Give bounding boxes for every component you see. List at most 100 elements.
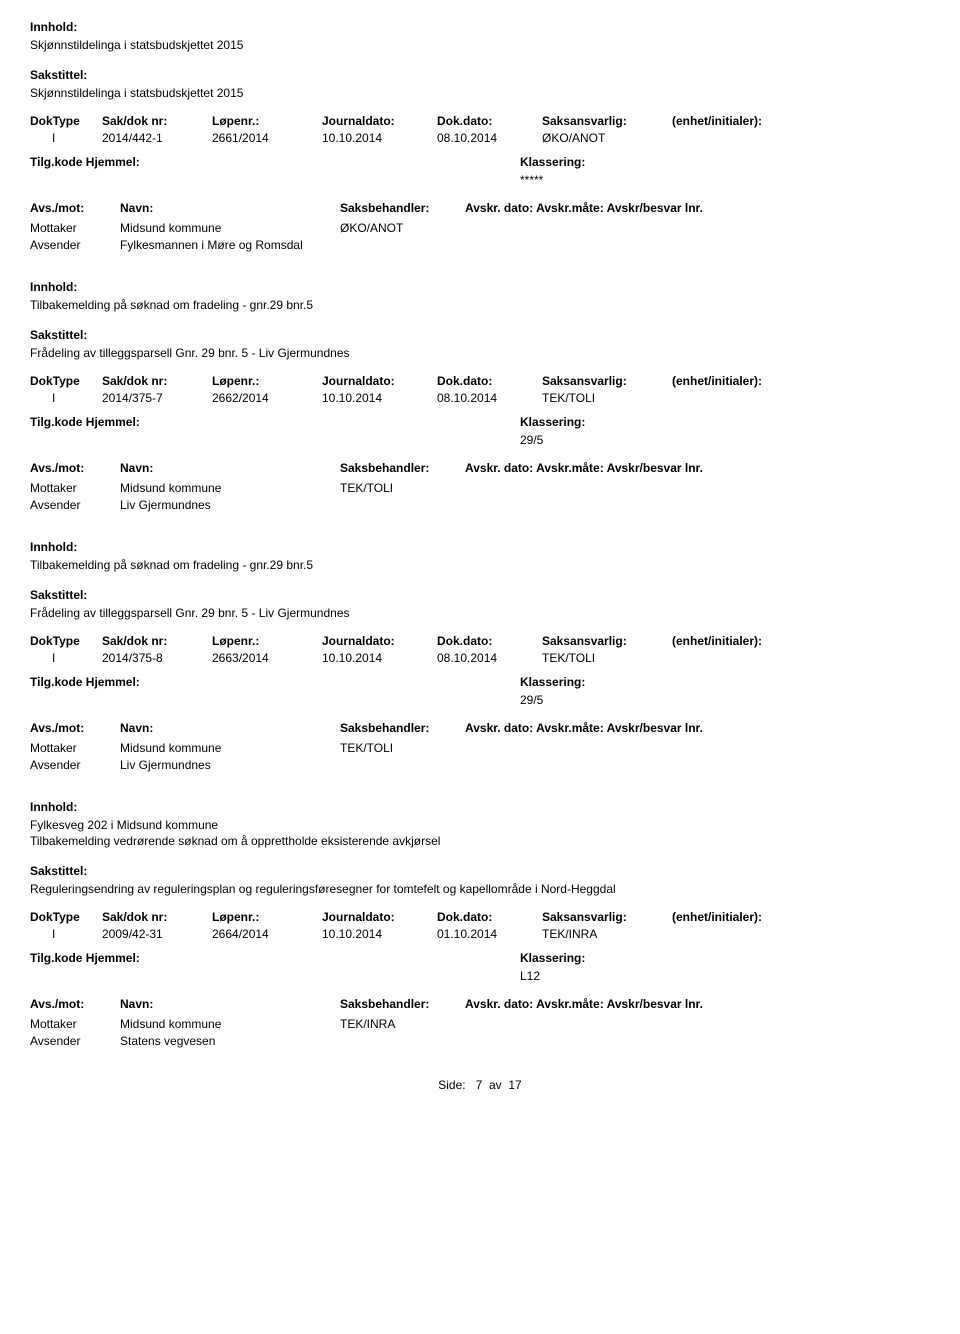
tilg-klassering-row: Tilg.kode Hjemmel:Klassering: xyxy=(30,951,930,965)
sakstittel-text: Reguleringsendring av reguleringsplan og… xyxy=(30,882,930,896)
enhet-value xyxy=(672,131,822,145)
enhet-header: (enhet/initialer): xyxy=(672,910,822,924)
mottaker-row: MottakerMidsund kommuneTEK/TOLI xyxy=(30,481,930,495)
tilg-klassering-row: Tilg.kode Hjemmel:Klassering: xyxy=(30,155,930,169)
sakdok-header: Sak/dok nr: xyxy=(102,374,212,388)
doktype-header: DokType xyxy=(30,374,102,388)
lopenr-header: Løpenr.: xyxy=(212,374,322,388)
avsender-role: Avsender xyxy=(30,758,120,772)
enhet-header: (enhet/initialer): xyxy=(672,114,822,128)
sakstittel-text: Skjønnstildelinga i statsbudskjettet 201… xyxy=(30,86,930,100)
enhet-value xyxy=(672,651,822,665)
lopenr-header: Løpenr.: xyxy=(212,910,322,924)
enhet-header: (enhet/initialer): xyxy=(672,374,822,388)
lopenr-value: 2661/2014 xyxy=(212,131,322,145)
avsender-name: Liv Gjermundnes xyxy=(120,758,340,772)
journal-record: Innhold:Fylkesveg 202 i Midsund kommuneT… xyxy=(30,800,930,1048)
mottaker-row: MottakerMidsund kommuneØKO/ANOT xyxy=(30,221,930,235)
dokdato-value: 01.10.2014 xyxy=(437,927,542,941)
meta-value-row: I2014/375-72662/201410.10.201408.10.2014… xyxy=(30,391,930,405)
journaldato-value: 10.10.2014 xyxy=(322,927,437,941)
avsmot-header-row: Avs./mot:Navn:Saksbehandler:Avskr. dato:… xyxy=(30,997,930,1011)
innhold-label: Innhold: xyxy=(30,20,930,34)
saksansvarlig-value: TEK/INRA xyxy=(542,927,672,941)
meta-value-row: I2009/42-312664/201410.10.201401.10.2014… xyxy=(30,927,930,941)
saksbehandler-value: TEK/INRA xyxy=(340,1017,465,1031)
journaldato-header: Journaldato: xyxy=(322,910,437,924)
av-label: av xyxy=(489,1078,502,1092)
lopenr-value: 2662/2014 xyxy=(212,391,322,405)
dokdato-header: Dok.dato: xyxy=(437,374,542,388)
navn-label: Navn: xyxy=(120,461,340,475)
lopenr-header: Løpenr.: xyxy=(212,114,322,128)
klassering-value: L12 xyxy=(520,969,930,983)
doktype-value: I xyxy=(30,131,102,145)
innhold-text: Tilbakemelding vedrørende søknad om å op… xyxy=(30,834,930,848)
tilgkode-hjemmel-label: Tilg.kode Hjemmel: xyxy=(30,951,520,965)
meta-header-row: DokTypeSak/dok nr:Løpenr.:Journaldato:Do… xyxy=(30,910,930,924)
avskr-label: Avskr. dato: Avskr.måte: Avskr/besvar ln… xyxy=(465,461,705,475)
mottaker-row: MottakerMidsund kommuneTEK/TOLI xyxy=(30,741,930,755)
tilgkode-hjemmel-label: Tilg.kode Hjemmel: xyxy=(30,675,520,689)
side-label: Side: xyxy=(438,1078,465,1092)
avskr-label: Avskr. dato: Avskr.måte: Avskr/besvar ln… xyxy=(465,721,705,735)
saksbehandler-label: Saksbehandler: xyxy=(340,461,465,475)
lopenr-header: Løpenr.: xyxy=(212,634,322,648)
meta-header-row: DokTypeSak/dok nr:Løpenr.:Journaldato:Do… xyxy=(30,374,930,388)
saksansvarlig-header: Saksansvarlig: xyxy=(542,910,672,924)
sakstittel-label: Sakstittel: xyxy=(30,588,930,602)
avsender-name: Statens vegvesen xyxy=(120,1034,340,1048)
enhet-value xyxy=(672,391,822,405)
mottaker-role: Mottaker xyxy=(30,1017,120,1031)
tilg-klassering-row: Tilg.kode Hjemmel:Klassering: xyxy=(30,415,930,429)
sakstittel-text: Frådeling av tilleggsparsell Gnr. 29 bnr… xyxy=(30,346,930,360)
journal-record: Innhold:Tilbakemelding på søknad om frad… xyxy=(30,280,930,512)
avsmot-label: Avs./mot: xyxy=(30,997,120,1011)
sakstittel-text: Frådeling av tilleggsparsell Gnr. 29 bnr… xyxy=(30,606,930,620)
avsmot-header-row: Avs./mot:Navn:Saksbehandler:Avskr. dato:… xyxy=(30,201,930,215)
saksansvarlig-value: ØKO/ANOT xyxy=(542,131,672,145)
dokdato-value: 08.10.2014 xyxy=(437,651,542,665)
journal-record: Innhold: Skjønnstildelinga i statsbudskje… xyxy=(30,20,930,252)
mottaker-role: Mottaker xyxy=(30,221,120,235)
mottaker-name: Midsund kommune xyxy=(120,481,340,495)
records-container: Innhold: Skjønnstildelinga i statsbudskje… xyxy=(30,20,930,1048)
dokdato-header: Dok.dato: xyxy=(437,634,542,648)
mottaker-name: Midsund kommune xyxy=(120,741,340,755)
dokdato-header: Dok.dato: xyxy=(437,910,542,924)
meta-header-row: DokTypeSak/dok nr:Løpenr.:Journaldato:Do… xyxy=(30,114,930,128)
mottaker-name: Midsund kommune xyxy=(120,1017,340,1031)
avskr-label: Avskr. dato: Avskr.måte: Avskr/besvar ln… xyxy=(465,201,705,215)
sakdok-value: 2014/375-8 xyxy=(102,651,212,665)
mottaker-name: Midsund kommune xyxy=(120,221,340,235)
doktype-value: I xyxy=(30,651,102,665)
total-pages: 17 xyxy=(508,1078,521,1092)
page-footer: Side: 7 av 17 xyxy=(30,1078,930,1092)
avsender-row: AvsenderLiv Gjermundnes xyxy=(30,498,930,512)
dokdato-header: Dok.dato: xyxy=(437,114,542,128)
journaldato-header: Journaldato: xyxy=(322,374,437,388)
doktype-value: I xyxy=(30,391,102,405)
doktype-header: DokType xyxy=(30,114,102,128)
tilg-klassering-row: Tilg.kode Hjemmel:Klassering: xyxy=(30,675,930,689)
saksbehandler-value: TEK/TOLI xyxy=(340,481,465,495)
saksansvarlig-value: TEK/TOLI xyxy=(542,391,672,405)
saksansvarlig-value: TEK/TOLI xyxy=(542,651,672,665)
avsender-name: Fylkesmannen i Møre og Romsdal xyxy=(120,238,340,252)
sakdok-header: Sak/dok nr: xyxy=(102,634,212,648)
innhold-text: Tilbakemelding på søknad om fradeling - … xyxy=(30,298,930,312)
dokdato-value: 08.10.2014 xyxy=(437,391,542,405)
doktype-value: I xyxy=(30,927,102,941)
avsender-role: Avsender xyxy=(30,1034,120,1048)
navn-label: Navn: xyxy=(120,997,340,1011)
klassering-label: Klassering: xyxy=(520,155,585,169)
innhold-label: Innhold: xyxy=(30,540,930,554)
innhold-text: Skjønnstildelinga i statsbudskjettet 201… xyxy=(30,38,930,52)
avsender-role: Avsender xyxy=(30,238,120,252)
journaldato-value: 10.10.2014 xyxy=(322,651,437,665)
sakdok-value: 2014/442-1 xyxy=(102,131,212,145)
sakstittel-label: Sakstittel: xyxy=(30,864,930,878)
innhold-text: Tilbakemelding på søknad om fradeling - … xyxy=(30,558,930,572)
doktype-header: DokType xyxy=(30,910,102,924)
mottaker-row: MottakerMidsund kommuneTEK/INRA xyxy=(30,1017,930,1031)
